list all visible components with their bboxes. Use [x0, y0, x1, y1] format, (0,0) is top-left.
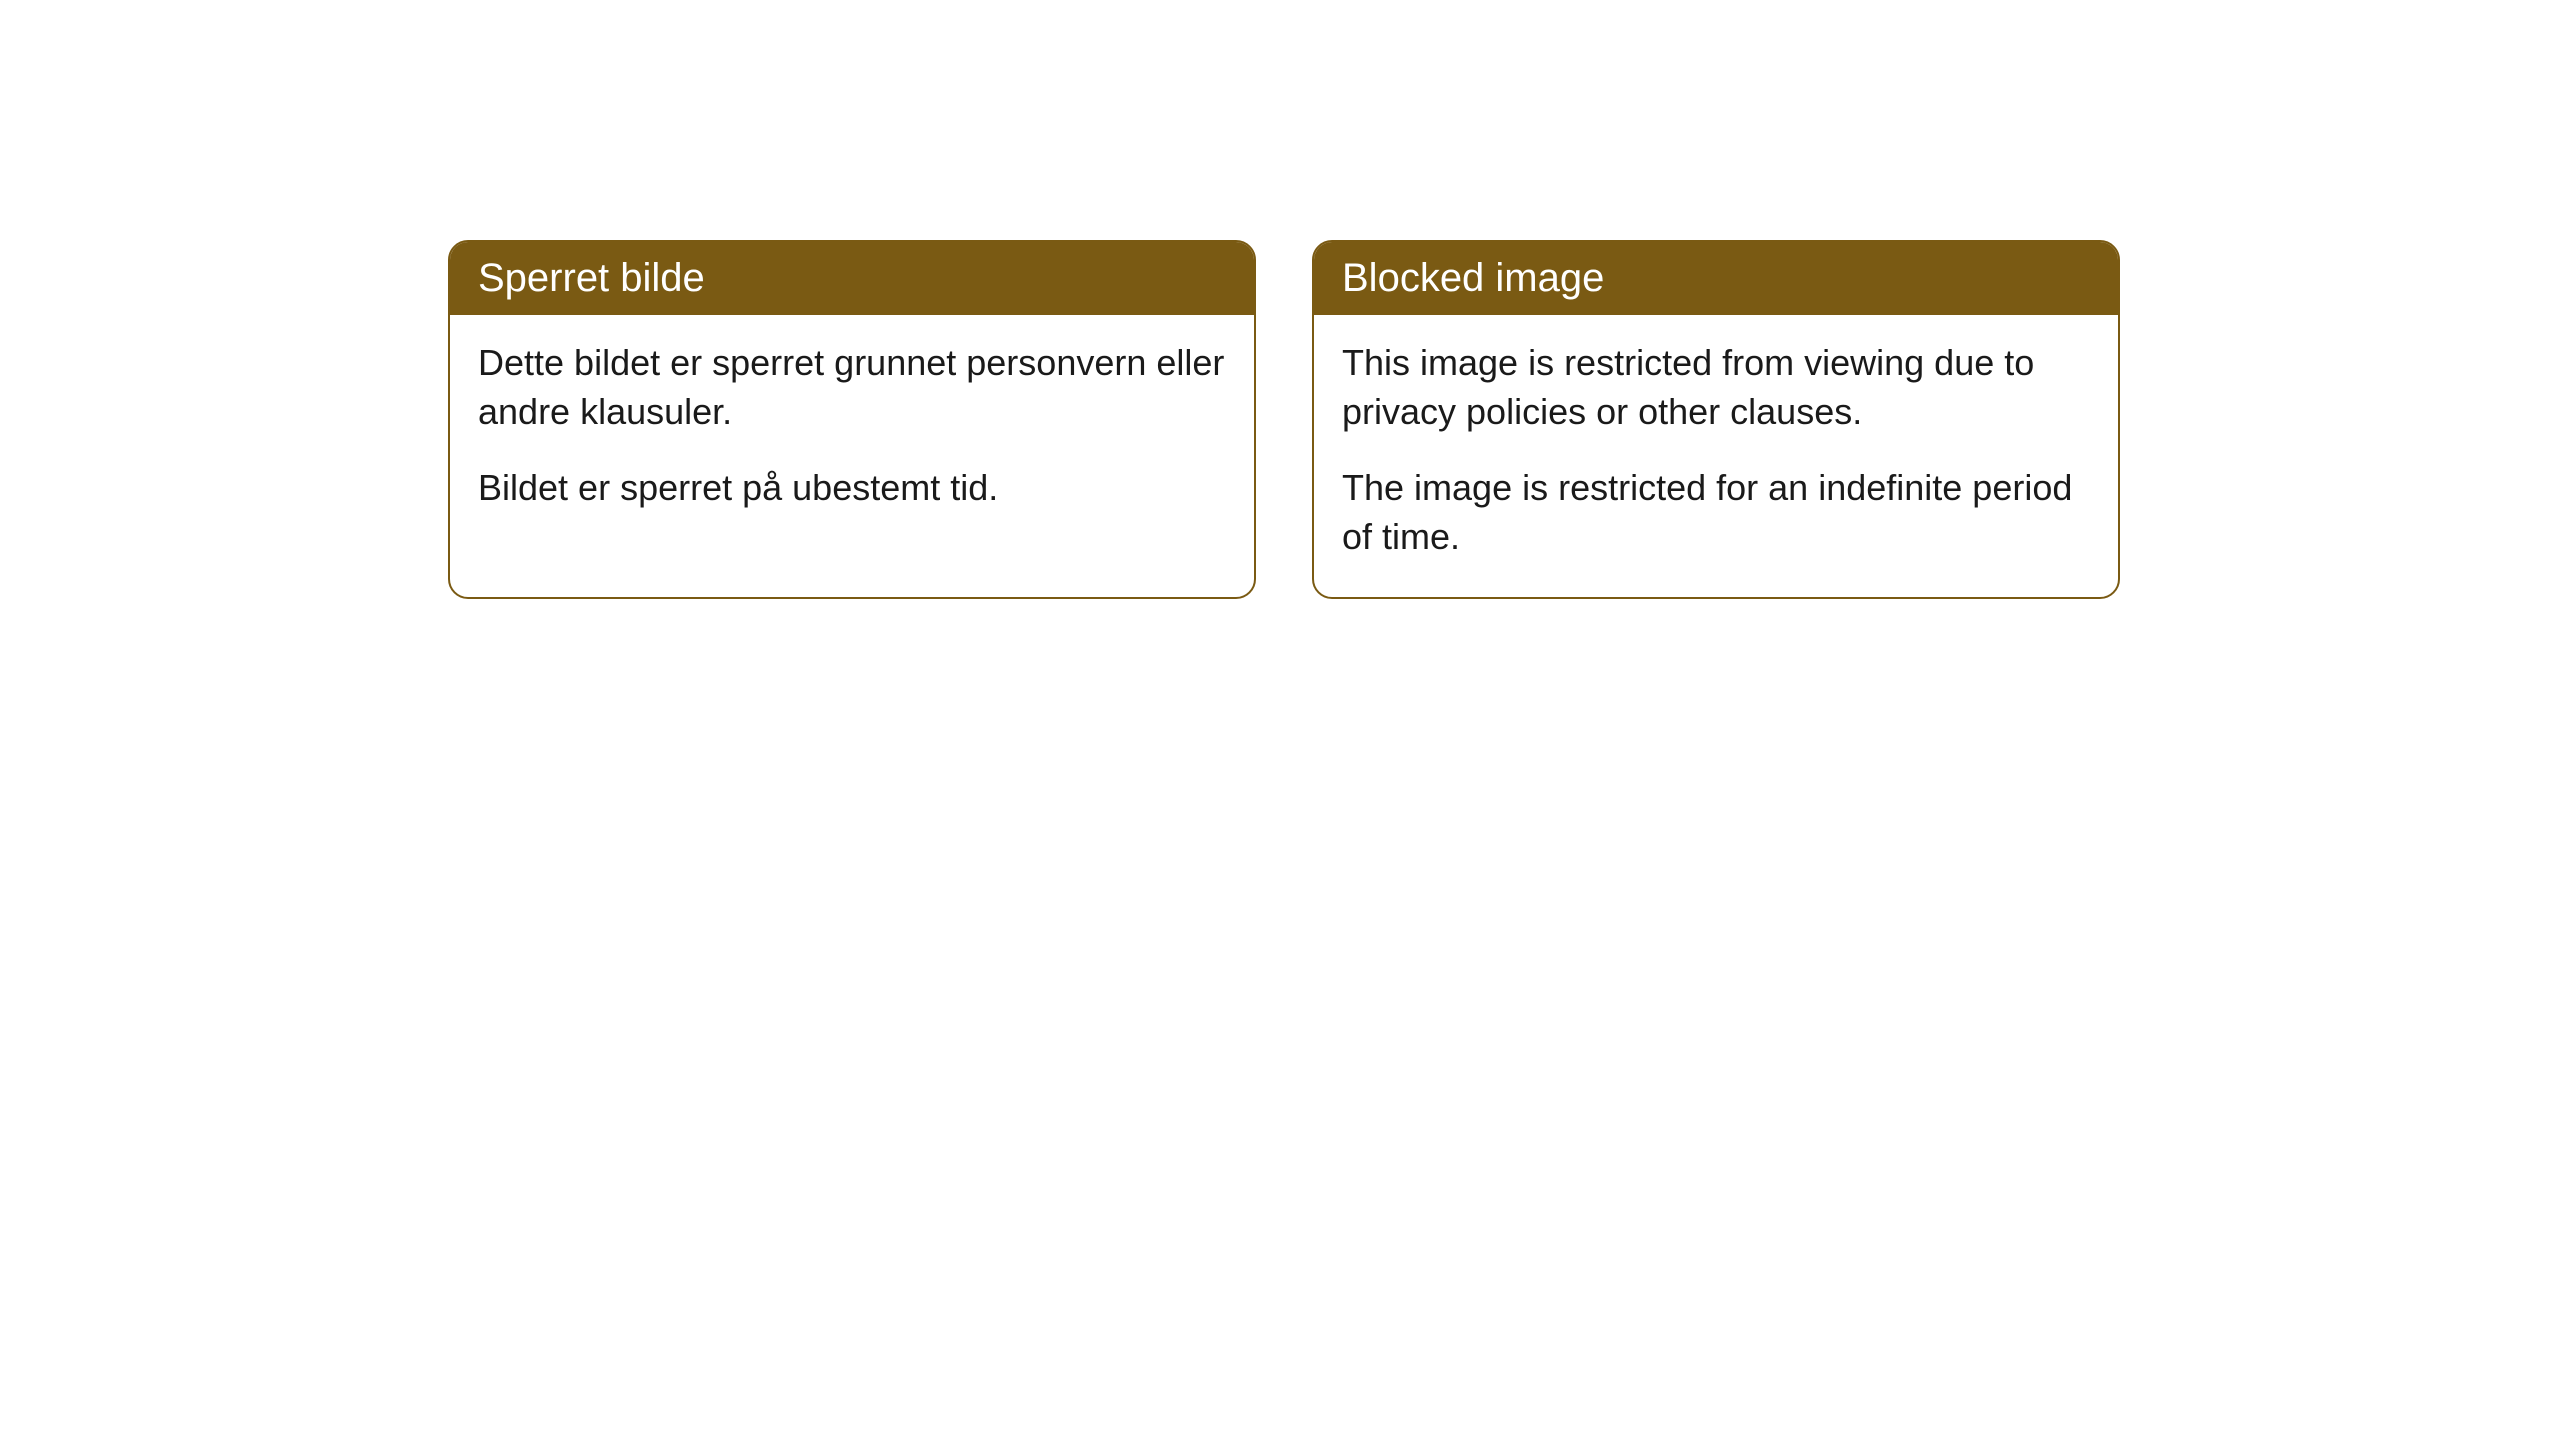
card-body: Dette bildet er sperret grunnet personve… — [450, 315, 1254, 549]
blocked-image-card-norwegian: Sperret bilde Dette bildet er sperret gr… — [448, 240, 1256, 599]
card-body-paragraph: This image is restricted from viewing du… — [1342, 339, 2090, 436]
card-body-paragraph: The image is restricted for an indefinit… — [1342, 464, 2090, 561]
notice-cards-container: Sperret bilde Dette bildet er sperret gr… — [448, 240, 2560, 599]
card-header: Sperret bilde — [450, 242, 1254, 315]
card-body-paragraph: Dette bildet er sperret grunnet personve… — [478, 339, 1226, 436]
card-header-title: Sperret bilde — [478, 256, 705, 300]
blocked-image-card-english: Blocked image This image is restricted f… — [1312, 240, 2120, 599]
card-body: This image is restricted from viewing du… — [1314, 315, 2118, 597]
card-header: Blocked image — [1314, 242, 2118, 315]
card-header-title: Blocked image — [1342, 256, 1604, 300]
card-body-paragraph: Bildet er sperret på ubestemt tid. — [478, 464, 1226, 513]
